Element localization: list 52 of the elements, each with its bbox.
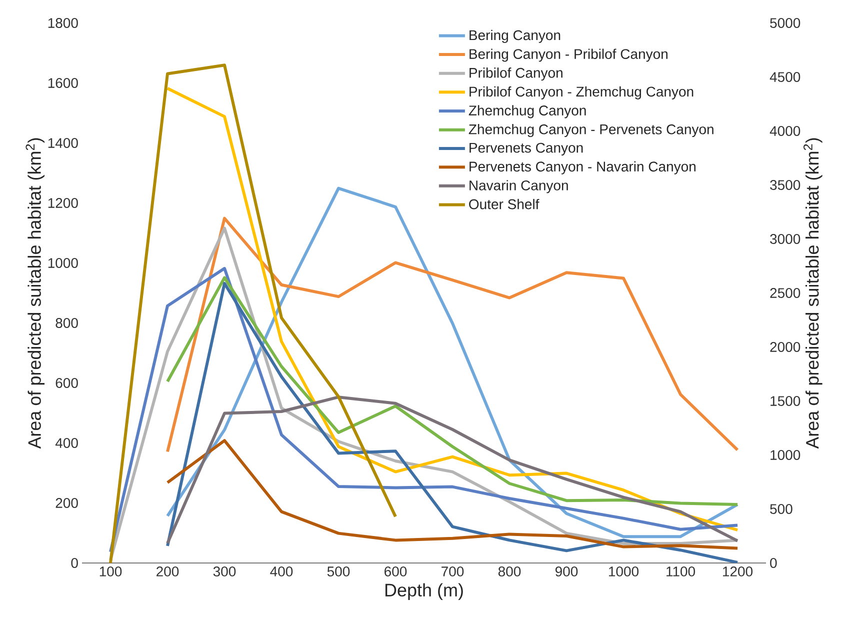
y-tick-label: 0	[71, 558, 78, 568]
legend-label: Pribilof Canyon	[470, 68, 562, 81]
y-tick-label: 1200	[48, 198, 78, 208]
x-tick-label: 1200	[723, 566, 753, 576]
y2-tick-label: 5000	[770, 18, 800, 28]
y-tick-label: 200	[56, 498, 78, 508]
line-series	[166, 282, 740, 563]
legend-label: Pervenets Canyon	[470, 142, 583, 156]
y-tick-label: 600	[56, 378, 78, 388]
x-tick-label: 800	[498, 566, 521, 576]
x-tick-label: 1000	[608, 566, 639, 576]
y2-tick-label: 4000	[770, 126, 800, 136]
y2-tick-label: 1500	[770, 396, 800, 406]
y2-tick-label: 2000	[770, 342, 800, 352]
y-tick-label: 800	[56, 318, 78, 328]
legend-label: Pervenets Canyon - Navarin Canyon	[470, 161, 696, 174]
legend-label: Pribilof Canyon - Zhemchug Canyon	[470, 86, 694, 100]
x-tick-label: 500	[327, 566, 350, 576]
legend-label: Zhemchug Canyon - Pervenets Canyon	[468, 124, 714, 138]
legend-label: Outer Shelf	[469, 198, 540, 210]
y2-tick-label: 500	[770, 504, 792, 514]
line-series	[166, 396, 740, 545]
line-series	[109, 64, 397, 563]
y-tick-label: 1600	[48, 78, 78, 88]
x-tick-label: 100	[100, 566, 122, 576]
x-tick-label: 1100	[666, 566, 696, 576]
line-series	[166, 216, 740, 454]
y-tick-label: 1400	[48, 138, 78, 148]
y2-tick-label: 3000	[770, 234, 800, 244]
y2-tick-label: 4500	[770, 72, 800, 82]
x-tick-label: 400	[270, 566, 293, 576]
line-series	[166, 439, 740, 550]
y2-tick-label: 0	[770, 558, 777, 568]
y-axis-title: Area of predicted suitable habitat (km$^{2}$)	[26, 138, 44, 449]
y2-tick-label: 1000	[770, 450, 800, 460]
x-tick-label: 600	[384, 566, 407, 576]
legend-label: Bering Canyon - Pribilof Canyon	[470, 48, 668, 62]
x-tick-label: 200	[156, 566, 179, 576]
legend-label: Zhemchug Canyon	[468, 105, 586, 118]
y-tick-label: 400	[55, 438, 78, 448]
x-tick-label: 300	[213, 566, 236, 576]
y-tick-label: 1800	[48, 18, 78, 28]
x-tick-label: 700	[442, 566, 464, 576]
y-tick-label: 1000	[48, 258, 78, 268]
x-axis-title: Depth (m)	[385, 583, 463, 600]
legend-label: Navarin Canyon	[470, 180, 568, 194]
y2-axis-title: Area of predicted suitable habitat (km$^{2}$)	[804, 138, 822, 449]
y2-tick-label: 3500	[770, 180, 800, 190]
x-tick-label: 900	[555, 566, 578, 576]
line-series	[166, 276, 740, 506]
y2-tick-label: 2500	[770, 288, 800, 298]
legend-label: Bering Canyon	[470, 30, 560, 43]
